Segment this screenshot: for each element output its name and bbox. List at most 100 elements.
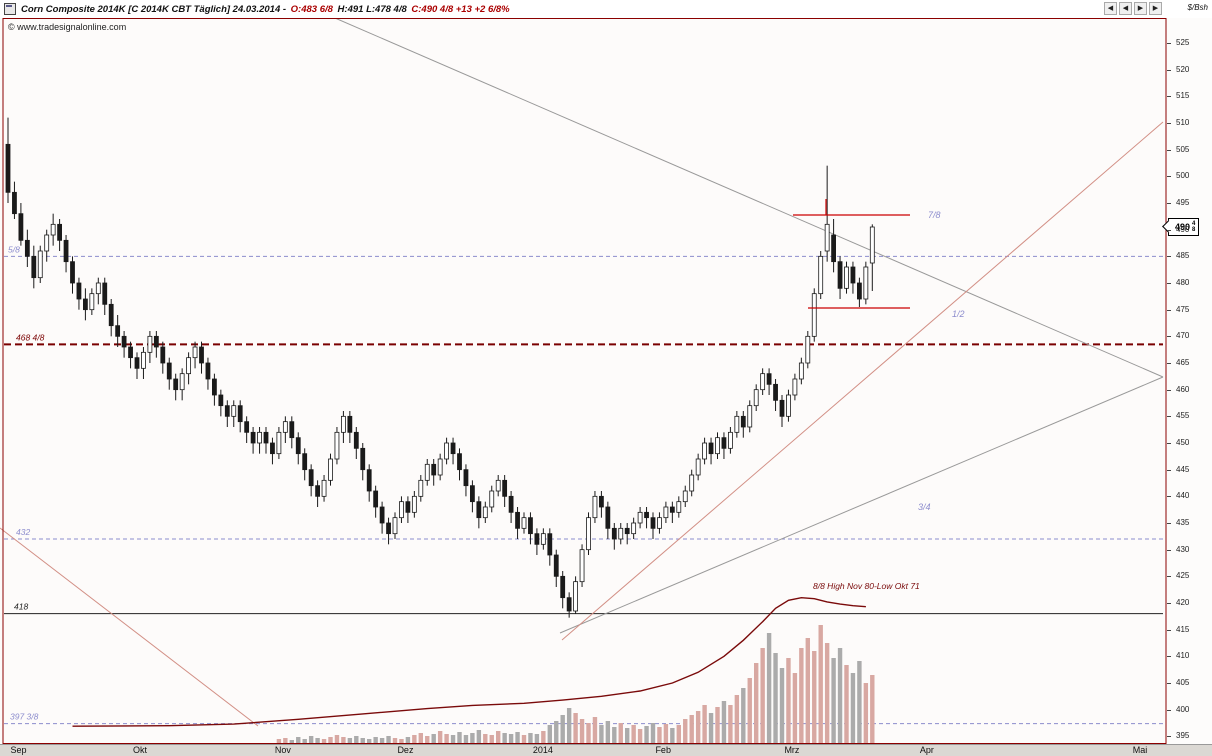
axis-tick	[1167, 683, 1171, 684]
axis-tick	[1167, 523, 1171, 524]
axis-tick	[1167, 549, 1171, 551]
axis-tick	[1167, 256, 1171, 258]
last-price-value: 490	[1175, 222, 1191, 232]
axis-price-label: 440	[1176, 491, 1190, 501]
prev-icon[interactable]: ◀	[1119, 2, 1132, 15]
axis-tick	[1167, 149, 1171, 151]
axis-price-label: 425	[1176, 571, 1190, 581]
svg-text:468 4/8: 468 4/8	[16, 332, 45, 342]
axis-price-label: 510	[1176, 118, 1190, 127]
axis-tick	[1167, 336, 1171, 338]
level-fraction-label: 7/8	[928, 210, 941, 220]
axis-tick	[1167, 416, 1171, 418]
level-fraction-label: 3/4	[918, 502, 931, 512]
axis-tick	[1167, 363, 1171, 364]
axis-price-label: 485	[1176, 251, 1190, 261]
month-label-nov: Nov	[274, 745, 291, 755]
axis-tick	[1167, 176, 1171, 178]
month-label-2014: 2014	[532, 745, 553, 755]
chart-window-icon	[4, 3, 16, 15]
price-axis: 490 4 8 395 400 405 410 415 420 425 430 435 440 44…	[1167, 18, 1212, 744]
svg-text:5/8: 5/8	[8, 244, 20, 254]
axis-unit-label: $/Bsh	[1187, 3, 1208, 12]
svg-text:397 3/8: 397 3/8	[10, 712, 39, 722]
axis-price-label: 460	[1176, 384, 1190, 394]
last-price-fraction: 4 8	[1192, 221, 1196, 233]
axis-price-label: 480	[1176, 278, 1190, 287]
month-label-okt: Okt	[133, 745, 148, 755]
axis-price-label: 400	[1176, 704, 1190, 714]
month-label-dez: Dez	[397, 745, 414, 755]
ohlc-segment: O:483 6/8	[290, 3, 333, 15]
axis-tick	[1167, 96, 1171, 98]
month-label-apr: Apr	[919, 745, 934, 755]
axis-tick	[1167, 496, 1171, 498]
axis-tick	[1167, 283, 1171, 284]
level-fraction-label: 1/2	[952, 309, 965, 319]
last-price-tag: 490 4 8	[1168, 218, 1200, 236]
next-icon[interactable]: ▶	[1134, 2, 1147, 15]
svg-text:418: 418	[14, 602, 28, 612]
month-label-mrz: Mrz	[784, 745, 800, 755]
axis-price-label: 420	[1176, 598, 1190, 607]
axis-tick	[1167, 469, 1171, 471]
indicator-annotation: 8/8 High Nov 80-Low Okt 71	[813, 581, 920, 591]
axis-tick	[1167, 629, 1171, 631]
axis-price-label: 465	[1176, 358, 1190, 367]
axis-price-label: 515	[1176, 91, 1190, 101]
watermark: © www.tradesignalonline.com	[8, 22, 127, 32]
axis-tick	[1167, 203, 1171, 204]
axis-price-label: 435	[1176, 518, 1190, 527]
axis-price-label: 525	[1176, 38, 1190, 47]
axis-tick	[1167, 123, 1171, 124]
axis-tick	[1167, 443, 1171, 444]
month-label-sep: Sep	[10, 745, 27, 755]
axis-tick	[1167, 389, 1171, 391]
chart-titlebar: Corn Composite 2014K [C 2014K CBT Täglic…	[0, 0, 1212, 18]
axis-tick	[1167, 43, 1171, 44]
scroll-buttons: ◀ ◀ ▶ ▶	[1104, 2, 1162, 15]
level-lines: 5/8 468 4/8 432 418 397 3/8	[4, 244, 1163, 725]
step-back-icon[interactable]: ◀	[1104, 2, 1117, 15]
axis-price-label: 520	[1176, 64, 1190, 74]
axis-tick	[1167, 709, 1171, 711]
axis-tick	[1167, 309, 1171, 311]
indicator-line	[72, 596, 866, 727]
trendlines	[0, 17, 1164, 727]
axis-price-label: 490	[1176, 224, 1190, 234]
candlestick-chart[interactable]: 5/8 468 4/8 432 418 397 3/8 7/8 1/2 3/4 8/8 High…	[0, 17, 1167, 744]
axis-price-label: 430	[1176, 544, 1190, 554]
axis-price-label: 415	[1176, 624, 1190, 634]
axis-price-label: 495	[1176, 198, 1190, 207]
axis-price-label: 395	[1176, 731, 1190, 741]
axis-price-label: 445	[1176, 464, 1190, 474]
volume-layer	[276, 625, 875, 743]
time-axis: Sep Okt Nov Dez 2014 Feb Mrz Apr Mai	[0, 744, 1212, 756]
drawn-red-lines	[793, 199, 910, 309]
axis-tick	[1167, 736, 1171, 738]
ohlc-segment: H:491 L:478 4/8	[334, 3, 410, 15]
chart-title: Corn Composite 2014K [C 2014K CBT Täglic…	[21, 4, 512, 15]
axis-tick	[1167, 603, 1171, 604]
step-forward-icon[interactable]: ▶	[1149, 2, 1162, 15]
chart-area[interactable]: © www.tradesignalonline.com 5/8 468 4/8 43…	[0, 17, 1167, 744]
svg-text:432: 432	[16, 527, 30, 537]
axis-tick	[1167, 576, 1171, 578]
axis-price-label: 500	[1176, 171, 1190, 181]
axis-tick	[1167, 229, 1171, 231]
instrument-title: Corn Composite 2014K [C 2014K CBT Täglic…	[21, 3, 289, 15]
axis-price-label: 450	[1176, 438, 1190, 447]
axis-tick	[1167, 69, 1171, 71]
axis-tick	[1167, 656, 1171, 658]
axis-price-label: 410	[1176, 651, 1190, 661]
axis-price-label: 405	[1176, 678, 1190, 687]
ohlc-segment: C:490 4/8 +13 +2 6/8%	[411, 3, 510, 15]
month-label-mai: Mai	[1132, 745, 1148, 755]
axis-price-label: 455	[1176, 411, 1190, 421]
month-label-feb: Feb	[655, 745, 671, 755]
axis-price-label: 475	[1176, 304, 1190, 314]
chart-frame	[2, 18, 1167, 744]
axis-price-label: 470	[1176, 331, 1190, 341]
candles-layer	[5, 117, 875, 618]
